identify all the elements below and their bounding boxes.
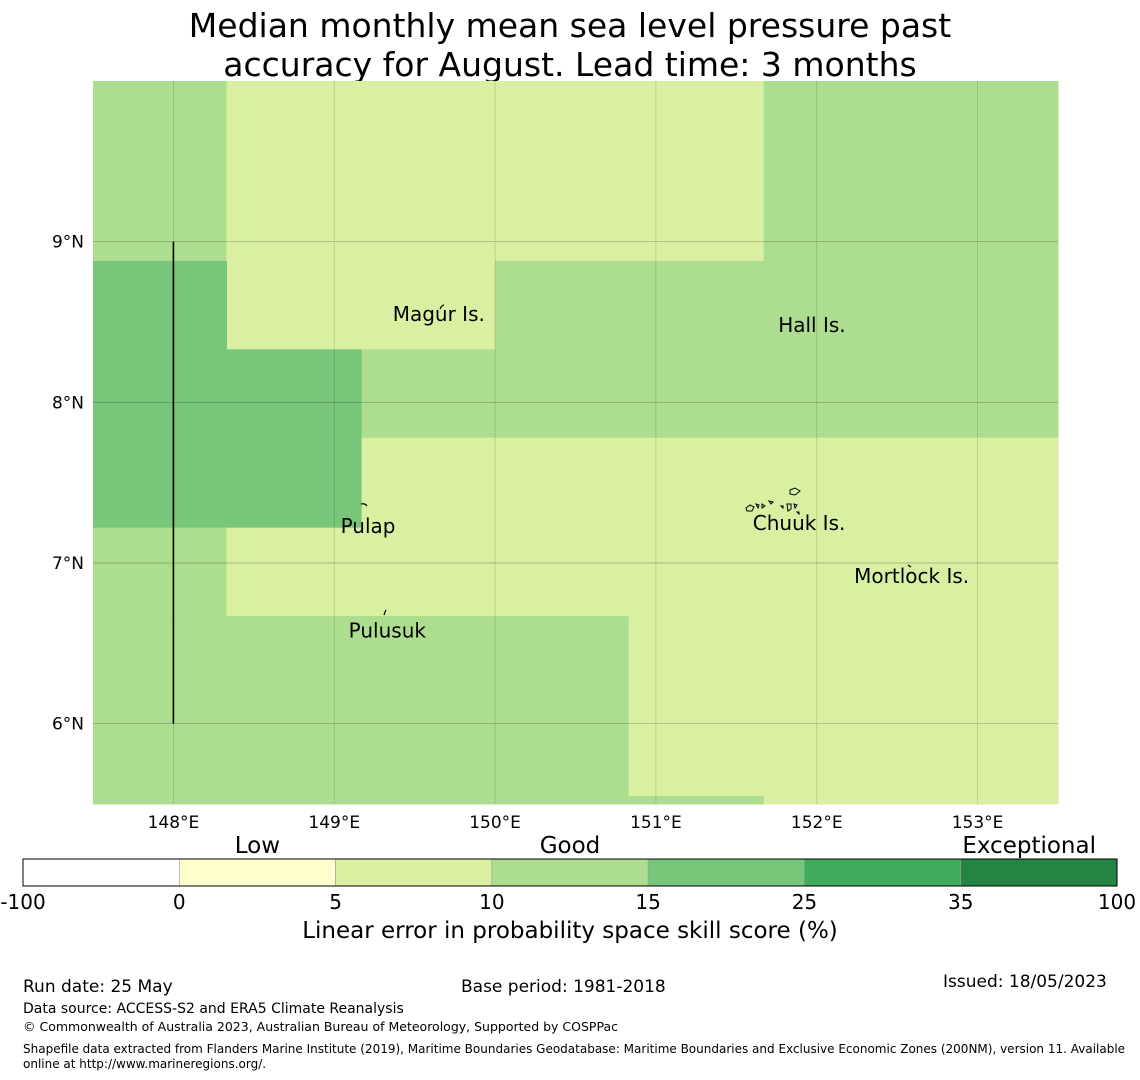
place-label: Mortlock Is. bbox=[854, 564, 969, 588]
y-tick-label: 9°N bbox=[52, 233, 84, 253]
grid-cell bbox=[495, 81, 765, 262]
colorbar-tick-labels: -100 0 5 10 15 25 35 100 bbox=[0, 890, 1136, 914]
colorbar-tick-label: 25 bbox=[792, 890, 817, 914]
x-tick-label: 149°E bbox=[308, 813, 360, 833]
grid-cell bbox=[495, 260, 1059, 439]
colorbar-segment bbox=[960, 858, 1118, 887]
colorbar-tick-label: 35 bbox=[948, 890, 973, 914]
place-label: Pulusuk bbox=[349, 618, 427, 642]
run-date: Run date: 25 May bbox=[23, 977, 173, 997]
grid-cell bbox=[361, 437, 1059, 529]
grid-cell bbox=[93, 527, 227, 617]
colorbar-segment bbox=[491, 858, 649, 887]
colorbar-segment bbox=[22, 858, 180, 887]
grid-cell bbox=[93, 81, 227, 262]
copyright-notice: © Commonwealth of Australia 2023, Austra… bbox=[23, 1019, 618, 1034]
colorbar-category-label: Low bbox=[235, 833, 280, 859]
x-tick-label: 153°E bbox=[952, 813, 1004, 833]
colorbar-categories: Low Good Exceptional bbox=[235, 833, 1096, 859]
colorbar-label: Linear error in probability space skill … bbox=[302, 918, 838, 944]
colorbar-tick-label: 0 bbox=[173, 890, 186, 914]
place-label: Pulap bbox=[341, 514, 396, 538]
y-tick-label: 8°N bbox=[52, 393, 84, 413]
colorbar-segment bbox=[335, 858, 493, 887]
place-label: Hall Is. bbox=[778, 313, 845, 337]
magur-island-outline bbox=[439, 304, 445, 310]
map-figure: Magur Is. Hall Is. Pulap Chuuk Is. Mortlock … bbox=[0, 81, 1136, 914]
colorbar-tick-label: 5 bbox=[329, 890, 342, 914]
colorbar bbox=[22, 858, 1118, 887]
colorbar-frame bbox=[22, 858, 1118, 887]
y-axis-tick-labels: 9°N 8°N 7°N 6°N bbox=[52, 233, 84, 735]
grid-cell bbox=[93, 260, 227, 529]
colorbar-segment bbox=[804, 858, 962, 887]
colorbar-category-label: Good bbox=[540, 833, 601, 859]
place-labels: Magur Is. Hall Is. Pulap Chuuk Is. Mortlock … bbox=[341, 302, 970, 643]
grid-cell bbox=[93, 616, 630, 805]
grid-cell bbox=[226, 81, 496, 350]
base-period: Base period: 1981-2018 bbox=[461, 977, 666, 997]
grid-cell bbox=[763, 81, 1059, 262]
chuuk-island-outlines bbox=[745, 487, 801, 516]
colorbar-tick-label: 10 bbox=[479, 890, 504, 914]
colorbar-segment bbox=[178, 858, 336, 887]
y-tick-label: 7°N bbox=[52, 554, 84, 574]
graticule bbox=[93, 81, 1058, 804]
x-axis-tick-labels: 148°E 149°E 150°E 151°E 152°E 153°E bbox=[148, 813, 1004, 833]
map-title: Median monthly mean sea level pressure p… bbox=[0, 6, 1140, 84]
colorbar-tick-label: -100 bbox=[0, 890, 45, 914]
data-source: Data source: ACCESS-S2 and ERA5 Climate … bbox=[23, 1001, 404, 1017]
title-line-2: accuracy for August. Lead time: 3 months bbox=[223, 45, 917, 84]
x-tick-label: 148°E bbox=[148, 813, 200, 833]
colorbar-segment bbox=[647, 858, 805, 887]
grid-cell bbox=[361, 349, 496, 439]
colorbar-tick-label: 100 bbox=[1098, 890, 1136, 914]
place-label: Chuuk Is. bbox=[753, 511, 846, 535]
pulap-island-outline bbox=[360, 503, 368, 507]
x-tick-label: 151°E bbox=[630, 813, 682, 833]
place-label: Magur Is. bbox=[393, 302, 485, 326]
issued-date: Issued: 18/05/2023 bbox=[943, 972, 1107, 992]
colorbar-category-label: Exceptional bbox=[962, 833, 1096, 859]
island-outlines bbox=[360, 304, 912, 616]
pulusuk-island-outline bbox=[383, 609, 387, 616]
shapefile-attribution: Shapefile data extracted from Flanders M… bbox=[23, 1042, 1126, 1071]
x-tick-label: 150°E bbox=[469, 813, 521, 833]
mortlock-island-outline bbox=[907, 564, 912, 568]
grid-cell bbox=[628, 616, 1059, 797]
title-line-1: Median monthly mean sea level pressure p… bbox=[188, 6, 952, 45]
grid-cell bbox=[226, 349, 363, 529]
grid-cell bbox=[763, 795, 1059, 805]
y-tick-label: 6°N bbox=[52, 715, 84, 735]
grid-cell bbox=[628, 795, 765, 805]
skill-grid bbox=[93, 81, 1059, 805]
grid-cell bbox=[226, 527, 1059, 617]
x-tick-label: 152°E bbox=[791, 813, 843, 833]
colorbar-tick-label: 15 bbox=[635, 890, 660, 914]
